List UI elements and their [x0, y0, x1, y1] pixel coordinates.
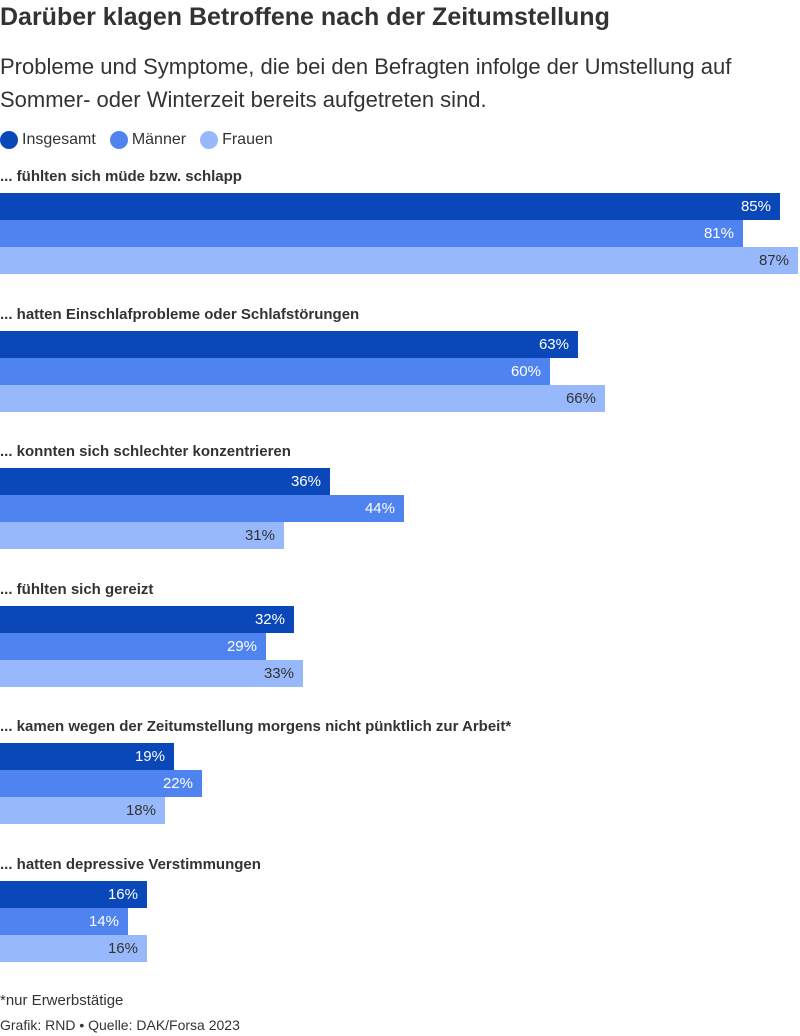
chart-subtitle: Probleme und Symptome, die bei den Befra…	[0, 54, 732, 112]
legend-item-maenner: Männer	[109, 131, 187, 149]
bar-value-label: 63%	[538, 336, 569, 353]
bar-value-label: 32%	[254, 611, 285, 628]
bar-maenner: 14%	[0, 908, 128, 935]
category-label: ... hatten Einschlafprobleme oder Schlaf…	[0, 306, 360, 323]
legend-item-insgesamt: Insgesamt	[0, 131, 96, 149]
legend-item-frauen: Frauen	[200, 131, 273, 149]
category-label: ... fühlten sich gereizt	[0, 581, 154, 598]
bar-value-label: 16%	[107, 886, 138, 903]
bar-maenner: 44%	[0, 495, 404, 522]
legend-swatch-frauen	[200, 131, 219, 149]
bar-insgesamt: 32%	[0, 606, 294, 633]
bar-value-label: 85%	[740, 198, 771, 215]
bar-frauen: 18%	[0, 797, 165, 824]
bar-value-label: 22%	[162, 775, 193, 792]
legend-swatch-maenner	[109, 131, 128, 149]
bar-frauen: 66%	[0, 385, 605, 412]
legend-label-maenner: Männer	[131, 131, 187, 148]
bar-value-label: 19%	[134, 748, 165, 765]
category-label: ... konnten sich schlechter konzentriere…	[0, 443, 291, 460]
bar-insgesamt: 19%	[0, 743, 174, 770]
bar-maenner: 81%	[0, 220, 743, 247]
category-label: ... fühlten sich müde bzw. schlapp	[0, 168, 242, 185]
bar-frauen: 16%	[0, 935, 147, 962]
bar-value-label: 81%	[703, 225, 734, 242]
bar-maenner: 60%	[0, 358, 550, 385]
bar-frauen: 33%	[0, 660, 303, 687]
bar-value-label: 36%	[290, 473, 321, 490]
legend-label-insgesamt: Insgesamt	[22, 131, 96, 148]
category-label: ... hatten depressive Verstimmungen	[0, 856, 261, 873]
category-label: ... kamen wegen der Zeitumstellung morge…	[0, 718, 512, 735]
bar-insgesamt: 36%	[0, 468, 330, 495]
bar-value-label: 14%	[88, 913, 119, 930]
bar-frauen: 87%	[0, 247, 798, 274]
source-credit: Grafik: RND • Quelle: DAK/Forsa 2023	[0, 1017, 240, 1033]
footnote: *nur Erwerbstätige	[0, 992, 124, 1009]
bar-value-label: 29%	[226, 638, 257, 655]
legend-label-frauen: Frauen	[222, 131, 273, 148]
bar-value-label: 60%	[510, 363, 541, 380]
bar-value-label: 44%	[364, 500, 395, 517]
bar-value-label: 33%	[263, 665, 294, 682]
chart-title: Darüber klagen Betroffene nach der Zeitu…	[0, 3, 610, 31]
bar-insgesamt: 16%	[0, 881, 147, 908]
bar-insgesamt: 85%	[0, 193, 780, 220]
bar-maenner: 22%	[0, 770, 202, 797]
bar-frauen: 31%	[0, 522, 284, 549]
bar-value-label: 31%	[244, 527, 275, 544]
bar-maenner: 29%	[0, 633, 266, 660]
bar-value-label: 66%	[565, 390, 596, 407]
bar-insgesamt: 63%	[0, 331, 578, 358]
bar-value-label: 16%	[107, 940, 138, 957]
chart-legend: Insgesamt Männer Frauen	[0, 129, 287, 151]
bar-value-label: 87%	[758, 252, 789, 269]
legend-swatch-insgesamt	[0, 131, 18, 149]
bar-value-label: 18%	[125, 802, 156, 819]
